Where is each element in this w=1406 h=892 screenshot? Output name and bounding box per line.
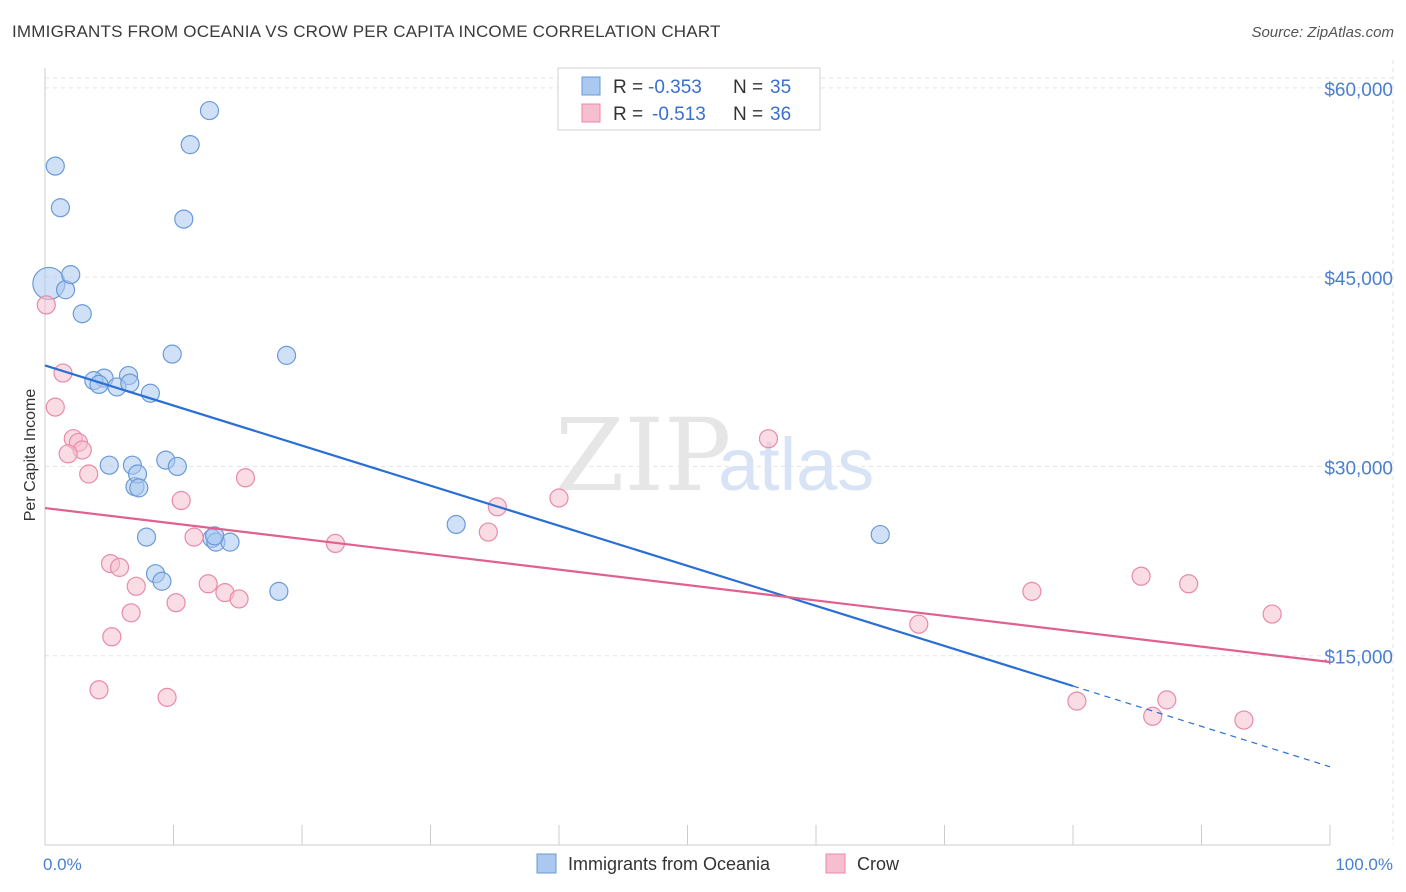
point-oceania (99, 455, 119, 475)
point-crow (1143, 706, 1163, 726)
legend-swatch-blue (581, 76, 601, 96)
point-oceania (269, 581, 289, 601)
point-crow (166, 593, 186, 613)
x-tick-label-max: 100.0% (1335, 855, 1393, 874)
point-oceania (276, 345, 297, 365)
point-crow (121, 603, 141, 623)
y-tick-label: $60,000 (1324, 80, 1393, 101)
y-axis-label: Per Capita Income (22, 389, 39, 522)
point-crow (126, 576, 146, 596)
point-crow (1022, 581, 1042, 601)
point-crow (45, 397, 65, 417)
legend-swatch-pink (581, 103, 601, 123)
watermark-atlas: atlas (718, 423, 874, 506)
trend-line-crow (44, 506, 1331, 664)
y-tick-label: $45,000 (1324, 269, 1393, 290)
legend-r-value-2: -0.513 (652, 104, 706, 125)
point-oceania (136, 527, 157, 547)
bottom-legend-swatch-blue (536, 853, 557, 874)
point-oceania (199, 100, 220, 121)
point-oceania (446, 514, 466, 535)
legend-n-label-1: N = (733, 77, 763, 98)
point-oceania (205, 526, 225, 546)
trend-lines (44, 364, 1331, 768)
legend-n-label-2: N = (733, 104, 763, 125)
point-oceania (50, 198, 71, 218)
point-crow (1157, 690, 1177, 710)
point-oceania (72, 304, 92, 324)
bottom-legend-label-1: Immigrants from Oceania (568, 854, 771, 874)
point-oceania (162, 344, 182, 364)
chart-title: IMMIGRANTS FROM OCEANIA VS CROW PER CAPI… (12, 22, 721, 41)
tick-labels: $15,000 $30,000 $45,000 $60,000 0.0% 100.0% (43, 80, 1393, 874)
point-oceania (167, 456, 187, 477)
point-crow (58, 444, 78, 464)
point-crow (758, 429, 779, 449)
legend-r-label-2: R = (613, 104, 643, 125)
point-crow (229, 589, 249, 609)
watermark-zip: ZIP (555, 397, 731, 514)
legend-r-label-1: R = (613, 77, 643, 98)
bottom-legend: Immigrants from Oceania Crow (536, 853, 900, 874)
point-crow (198, 574, 218, 594)
point-crow (1131, 566, 1151, 586)
point-oceania (45, 156, 65, 176)
point-crow (157, 687, 177, 707)
axes (44, 68, 1331, 846)
point-oceania (180, 135, 200, 155)
y-tick-label: $15,000 (1324, 648, 1393, 669)
point-crow (235, 468, 256, 488)
point-crow (478, 522, 498, 542)
data-points (32, 100, 1282, 730)
point-oceania (61, 265, 81, 285)
legend-n-value-1: 35 (770, 77, 791, 98)
grid-lines (45, 60, 1394, 845)
point-crow (89, 680, 109, 700)
point-oceania (870, 524, 890, 545)
point-crow (109, 557, 130, 577)
trend-line-oceania (44, 364, 1074, 688)
legend-box (557, 67, 821, 131)
bottom-legend-label-2: Crow (857, 854, 900, 874)
point-crow (79, 464, 99, 484)
point-crow (1179, 574, 1199, 594)
top-legend: R = -0.353 N = 35 R = -0.513 N = 36 (557, 67, 821, 131)
point-crow (1234, 710, 1254, 730)
point-crow (171, 490, 191, 511)
legend-n-value-2: 36 (770, 104, 791, 125)
point-crow (1067, 691, 1087, 711)
point-oceania (152, 571, 172, 591)
legend-r-value-1: -0.353 (648, 77, 702, 98)
x-tick-label-min: 0.0% (43, 855, 82, 874)
point-oceania (129, 478, 149, 498)
point-crow (909, 614, 929, 634)
bottom-legend-swatch-pink (825, 853, 846, 874)
trend-line-oceania-extension (1072, 685, 1331, 768)
point-crow (1262, 604, 1282, 624)
point-crow (36, 295, 56, 315)
point-oceania (174, 209, 194, 229)
source-label: Source: ZipAtlas.com (1251, 24, 1394, 41)
point-crow (184, 527, 204, 547)
point-crow (549, 488, 569, 508)
point-crow (102, 627, 122, 647)
y-tick-label: $30,000 (1324, 458, 1393, 479)
